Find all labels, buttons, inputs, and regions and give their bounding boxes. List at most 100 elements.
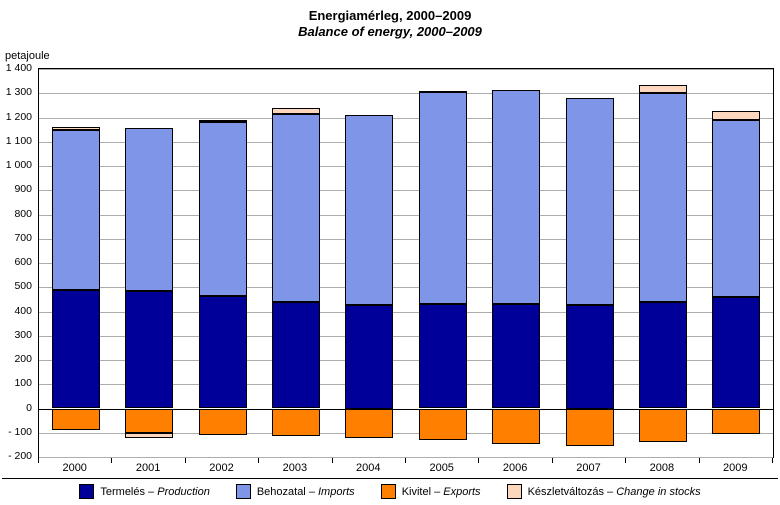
chart-subtitle: Balance of energy, 2000–2009: [298, 24, 482, 39]
legend-item-production: Termelés – Production: [79, 484, 210, 499]
x-tick-mark: [331, 458, 333, 463]
bar-segment-production: [418, 304, 467, 409]
y-tick-label: 300: [14, 328, 32, 341]
y-tick-label: - 200: [8, 450, 32, 462]
bar-segment-change-in-stocks: [418, 90, 467, 93]
x-tick-mark: [698, 458, 700, 463]
bar-segment-imports: [565, 98, 614, 306]
x-tick-label: 2001: [135, 462, 161, 474]
legend-item-imports: Behozatal – Imports: [235, 484, 355, 499]
bar-segment-imports: [198, 122, 247, 296]
y-axis-unit-label: petajoule: [5, 50, 50, 62]
gridline: [39, 190, 773, 192]
gridline: [39, 311, 773, 313]
bar-segment-exports: [198, 408, 247, 436]
x-tick-mark: [625, 458, 627, 463]
gridline: [39, 335, 773, 337]
bar-segment-production: [125, 291, 174, 409]
axis-bottom-rule: [2, 478, 778, 479]
bar-segment-production: [271, 302, 320, 409]
x-tick-label: 2000: [62, 462, 87, 474]
bar-segment-exports: [492, 408, 541, 444]
bar-segment-production: [565, 305, 614, 409]
legend-item-change-in-stocks: Készletváltozás – Change in stocks: [506, 484, 701, 499]
bar-segment-production: [712, 296, 761, 409]
y-tick-label: 500: [14, 280, 32, 293]
x-axis: 2000 2001 2002 2003 2004 2005 2006 2007 2008 2009: [0, 458, 780, 478]
bar-segment-imports: [712, 119, 761, 297]
change-in-stocks-swatch-icon: [506, 484, 522, 499]
gridline: [39, 93, 773, 95]
y-tick-label: 700: [14, 231, 32, 244]
bar-segment-exports: [565, 408, 614, 447]
legend-label: Kivitel – Exports: [401, 485, 481, 498]
bar-segment-exports: [418, 408, 467, 441]
y-tick-label: 1 100: [5, 134, 32, 147]
gridline: [39, 214, 773, 216]
bar-segment-imports: [51, 129, 100, 290]
gridline: [39, 432, 773, 434]
gridline: [39, 117, 773, 119]
bar-segment-imports: [638, 93, 687, 302]
bar-segment-production: [51, 289, 100, 409]
y-axis: 1 400 1 300 1 200 1 100 1 000 900 800 700 600 500…: [0, 62, 35, 462]
y-tick-label: 1 000: [5, 159, 32, 171]
legend-label: Termelés – Production: [100, 485, 210, 498]
y-tick-label: 400: [14, 304, 32, 317]
x-tick-mark: [772, 458, 773, 463]
x-tick-label: 2009: [723, 462, 748, 474]
bar-segment-change-in-stocks: [712, 111, 761, 120]
gridline: [39, 238, 773, 240]
x-tick-mark: [551, 458, 553, 463]
x-tick-mark: [478, 458, 480, 463]
bar-segment-exports: [638, 408, 687, 443]
imports-swatch-icon: [235, 484, 251, 499]
y-tick-label: - 100: [8, 425, 32, 438]
x-tick-mark: [405, 458, 406, 463]
bar-segment-imports: [271, 113, 320, 303]
bar-segment-production: [638, 301, 687, 409]
exports-swatch-icon: [380, 484, 396, 499]
bar-segment-exports: [125, 408, 174, 433]
legend-item-exports: Kivitel – Exports: [380, 484, 481, 499]
x-tick-label: 2008: [649, 462, 675, 474]
y-tick-label: 200: [14, 353, 32, 365]
bar-segment-imports: [125, 128, 174, 292]
x-tick-label: 2003: [282, 462, 308, 474]
legend-label: Készletváltozás – Change in stocks: [527, 485, 701, 498]
bar-segment-exports: [271, 408, 320, 437]
y-tick-label: 800: [14, 207, 32, 220]
bar-segment-change-in-stocks: [638, 84, 687, 94]
y-tick-label: 0: [26, 401, 32, 414]
x-tick-mark: [258, 458, 260, 463]
bar-segment-exports: [51, 408, 100, 431]
gridline: [39, 141, 773, 143]
legend-label: Behozatal – Imports: [256, 485, 355, 498]
bar-segment-imports: [418, 92, 467, 305]
bar-segment-exports: [345, 408, 394, 438]
chart-title: Energiamérleg, 2000–2009: [308, 8, 472, 23]
x-tick-label: 2007: [576, 462, 601, 474]
gridline: [39, 263, 773, 264]
x-tick-mark: [184, 458, 186, 463]
x-tick-label: 2006: [502, 462, 528, 474]
y-tick-label: 1 200: [5, 110, 32, 123]
plot-area: [38, 68, 774, 458]
y-tick-label: 1 300: [5, 86, 32, 99]
y-tick-label: 100: [14, 377, 32, 390]
y-tick-label: 1 400: [5, 62, 32, 74]
bar-segment-production: [345, 305, 394, 409]
x-tick-mark: [111, 458, 113, 463]
bar-segment-change-in-stocks: [271, 107, 320, 114]
gridline: [39, 166, 773, 167]
zero-line: [39, 408, 773, 410]
x-tick-mark: [38, 458, 39, 463]
gridline: [39, 384, 773, 386]
legend: Termelés – Production Behozatal – Import…: [0, 484, 780, 499]
gridline: [39, 457, 773, 458]
gridline: [39, 69, 773, 70]
gridline: [39, 287, 773, 289]
bar-segment-imports: [492, 89, 541, 305]
bar-segment-exports: [712, 408, 761, 434]
